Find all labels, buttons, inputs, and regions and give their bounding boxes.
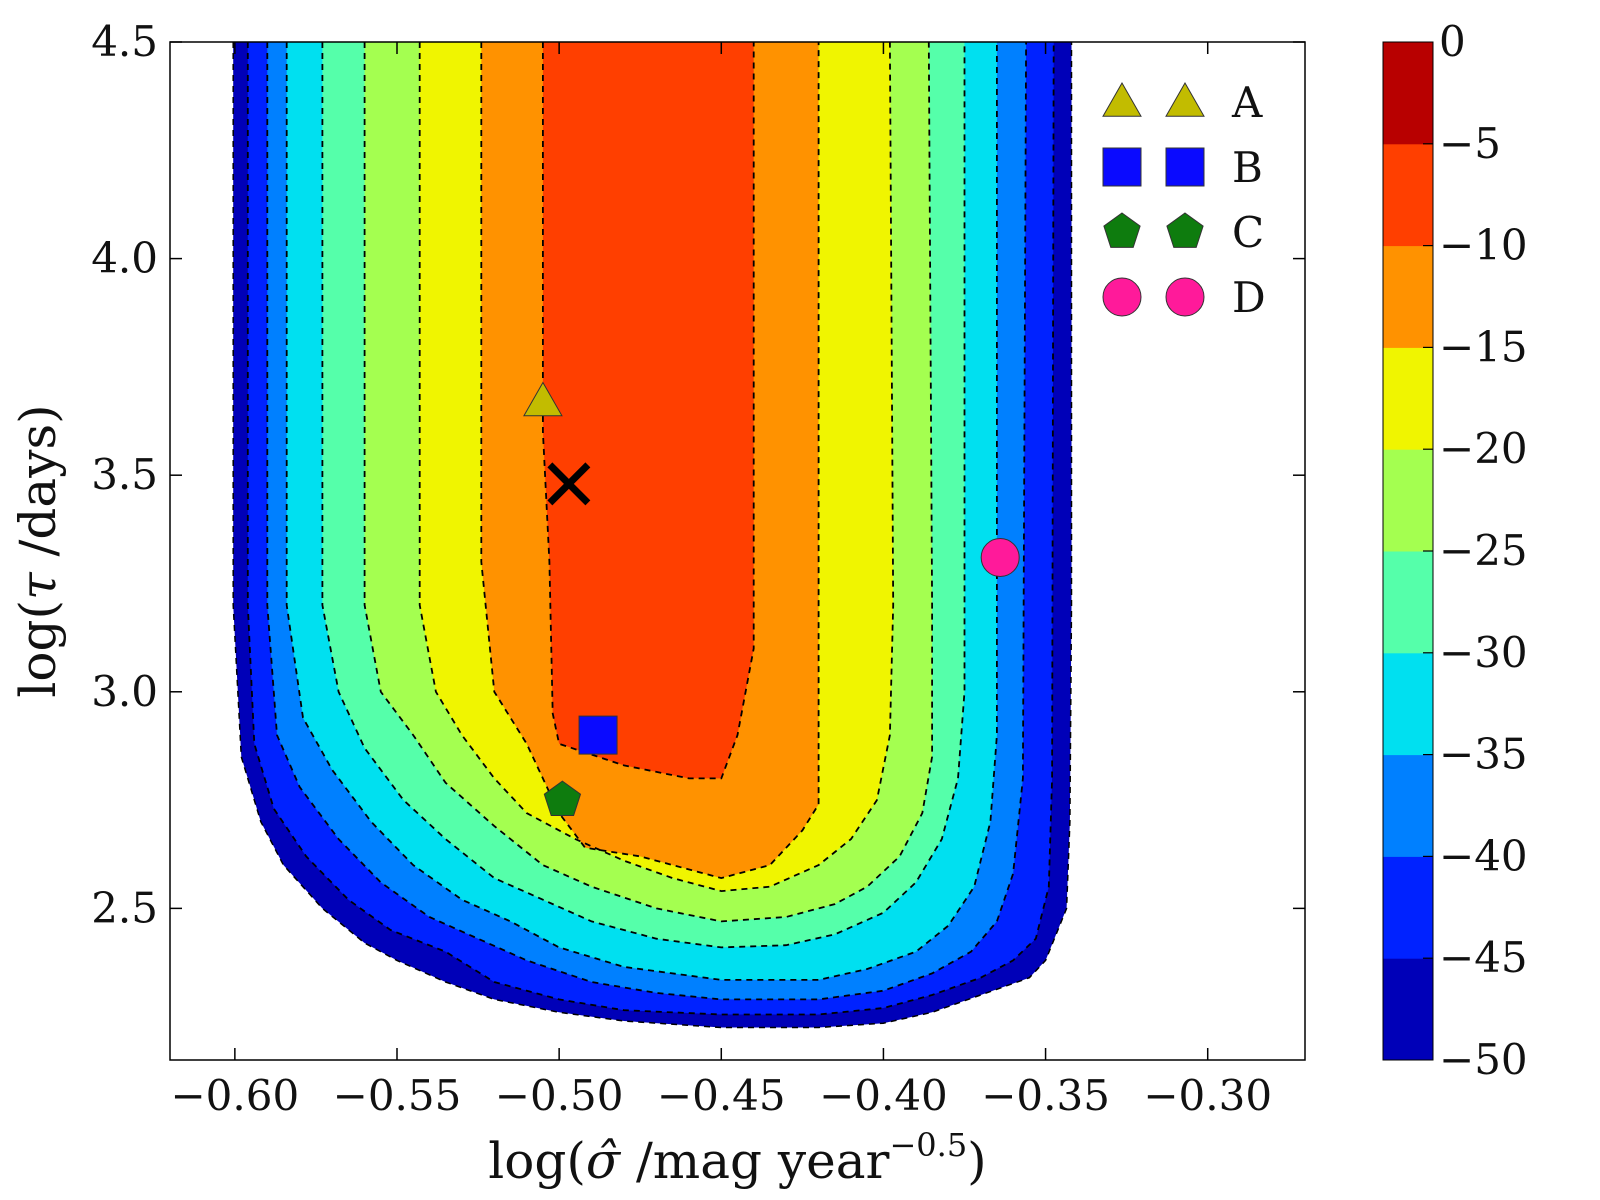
- x-tick-label: −0.35: [981, 1071, 1110, 1120]
- legend-label-D: D: [1232, 273, 1266, 322]
- contour-line-8: [542, 42, 755, 780]
- colorbar-segment: [1383, 856, 1433, 959]
- marker-C: [543, 780, 582, 816]
- legend-marker-C-2: [1166, 212, 1204, 248]
- y-tick-label: 3.0: [91, 667, 158, 716]
- legend-marker-A-2: [1165, 81, 1205, 117]
- y-tick-label: 4.5: [91, 17, 158, 66]
- x-axis-title-suffix: ): [967, 1132, 987, 1190]
- x-tick-label: −0.50: [495, 1071, 624, 1120]
- colorbar-tick-label: −20: [1439, 424, 1528, 473]
- colorbar-tick-label: −25: [1439, 526, 1528, 575]
- x-tick-label: −0.30: [1143, 1071, 1272, 1120]
- colorbar-tick-label: −45: [1439, 933, 1528, 982]
- contour-line-outer: [232, 42, 1073, 1029]
- y-axis-title-prefix: log(: [9, 600, 67, 698]
- colorbar-segment: [1383, 143, 1433, 247]
- plot-frame: [169, 41, 1306, 1061]
- marker-B: [578, 715, 618, 755]
- colorbar-segment: [1383, 958, 1433, 1061]
- colorbar-segment: [1383, 652, 1433, 756]
- x-axis-title-variable: σ̂: [586, 1132, 622, 1190]
- contour-fills: [232, 42, 1073, 1029]
- y-axis-ticks: 2.5 3.0 3.5 4.0 4.5: [91, 17, 1305, 932]
- legend-label-A: A: [1231, 78, 1263, 127]
- contour-line-6: [418, 42, 895, 893]
- legend-marker-D-2: [1165, 277, 1205, 317]
- legend-marker-B-2: [1165, 147, 1205, 187]
- colorbar-segment: [1383, 245, 1433, 348]
- contour-fill-8: [542, 42, 754, 779]
- colorbar-tick-label: −10: [1439, 221, 1528, 270]
- legend-label-C: C: [1232, 208, 1264, 257]
- marker-D: [980, 537, 1020, 577]
- x-tick-label: −0.60: [170, 1071, 299, 1120]
- colorbar-tick-label: −35: [1439, 730, 1528, 779]
- y-axis-title: log(τ /days): [9, 404, 67, 697]
- colorbar-tick-label: −30: [1439, 628, 1528, 677]
- x-axis-title: log(σ̂ /mag year−0.5): [488, 1126, 986, 1190]
- colorbar-segment: [1383, 449, 1433, 552]
- contour-line-4: [321, 42, 966, 949]
- colorbar-segment: [1383, 754, 1433, 857]
- x-axis-title-unit: /mag year: [620, 1132, 890, 1190]
- colorbar-segment: [1383, 42, 1433, 145]
- marker-A: [523, 381, 563, 417]
- contour-line-1: [246, 42, 1055, 1016]
- colorbar-tick-label: −5: [1439, 119, 1501, 168]
- legend-marker-B: [1102, 147, 1142, 187]
- x-tick-label: −0.45: [657, 1071, 786, 1120]
- legend-marker-D: [1102, 277, 1142, 317]
- colorbar-tick-label: 0: [1439, 17, 1466, 66]
- x-tick-label: −0.55: [333, 1071, 462, 1120]
- legend-marker-C: [1103, 212, 1141, 248]
- colorbar-tick-label: −15: [1439, 322, 1528, 371]
- y-axis-title-variable: τ: [9, 571, 67, 600]
- contour-line-7: [480, 42, 820, 880]
- legend-label-B: B: [1232, 143, 1263, 192]
- x-axis-ticks: −0.60 −0.55 −0.50 −0.45 −0.40 −0.35 −0.30: [170, 42, 1272, 1120]
- x-axis-title-prefix: log(: [488, 1132, 586, 1190]
- x-tick-label: −0.40: [819, 1071, 948, 1120]
- colorbar-tick-label: −50: [1439, 1035, 1528, 1084]
- data-markers: [523, 381, 1020, 816]
- y-tick-label: 2.5: [91, 883, 158, 932]
- colorbar-segment: [1383, 347, 1433, 450]
- y-tick-label: 3.5: [91, 450, 158, 499]
- colorbar-segment: [1383, 551, 1433, 654]
- colorbar: −50−45−40−35−30−25−20−15−10−50: [1382, 17, 1528, 1084]
- contour-line-2: [266, 42, 1027, 1001]
- best-fit-cross-marker: [547, 462, 591, 506]
- contour-line-5: [363, 42, 933, 923]
- y-tick-label: 4.0: [91, 234, 158, 283]
- colorbar-tick-label: −40: [1439, 831, 1528, 880]
- y-axis-title-unit: /days): [9, 404, 67, 572]
- legend-marker-A: [1102, 81, 1142, 117]
- x-axis-title-exponent: −0.5: [889, 1126, 967, 1164]
